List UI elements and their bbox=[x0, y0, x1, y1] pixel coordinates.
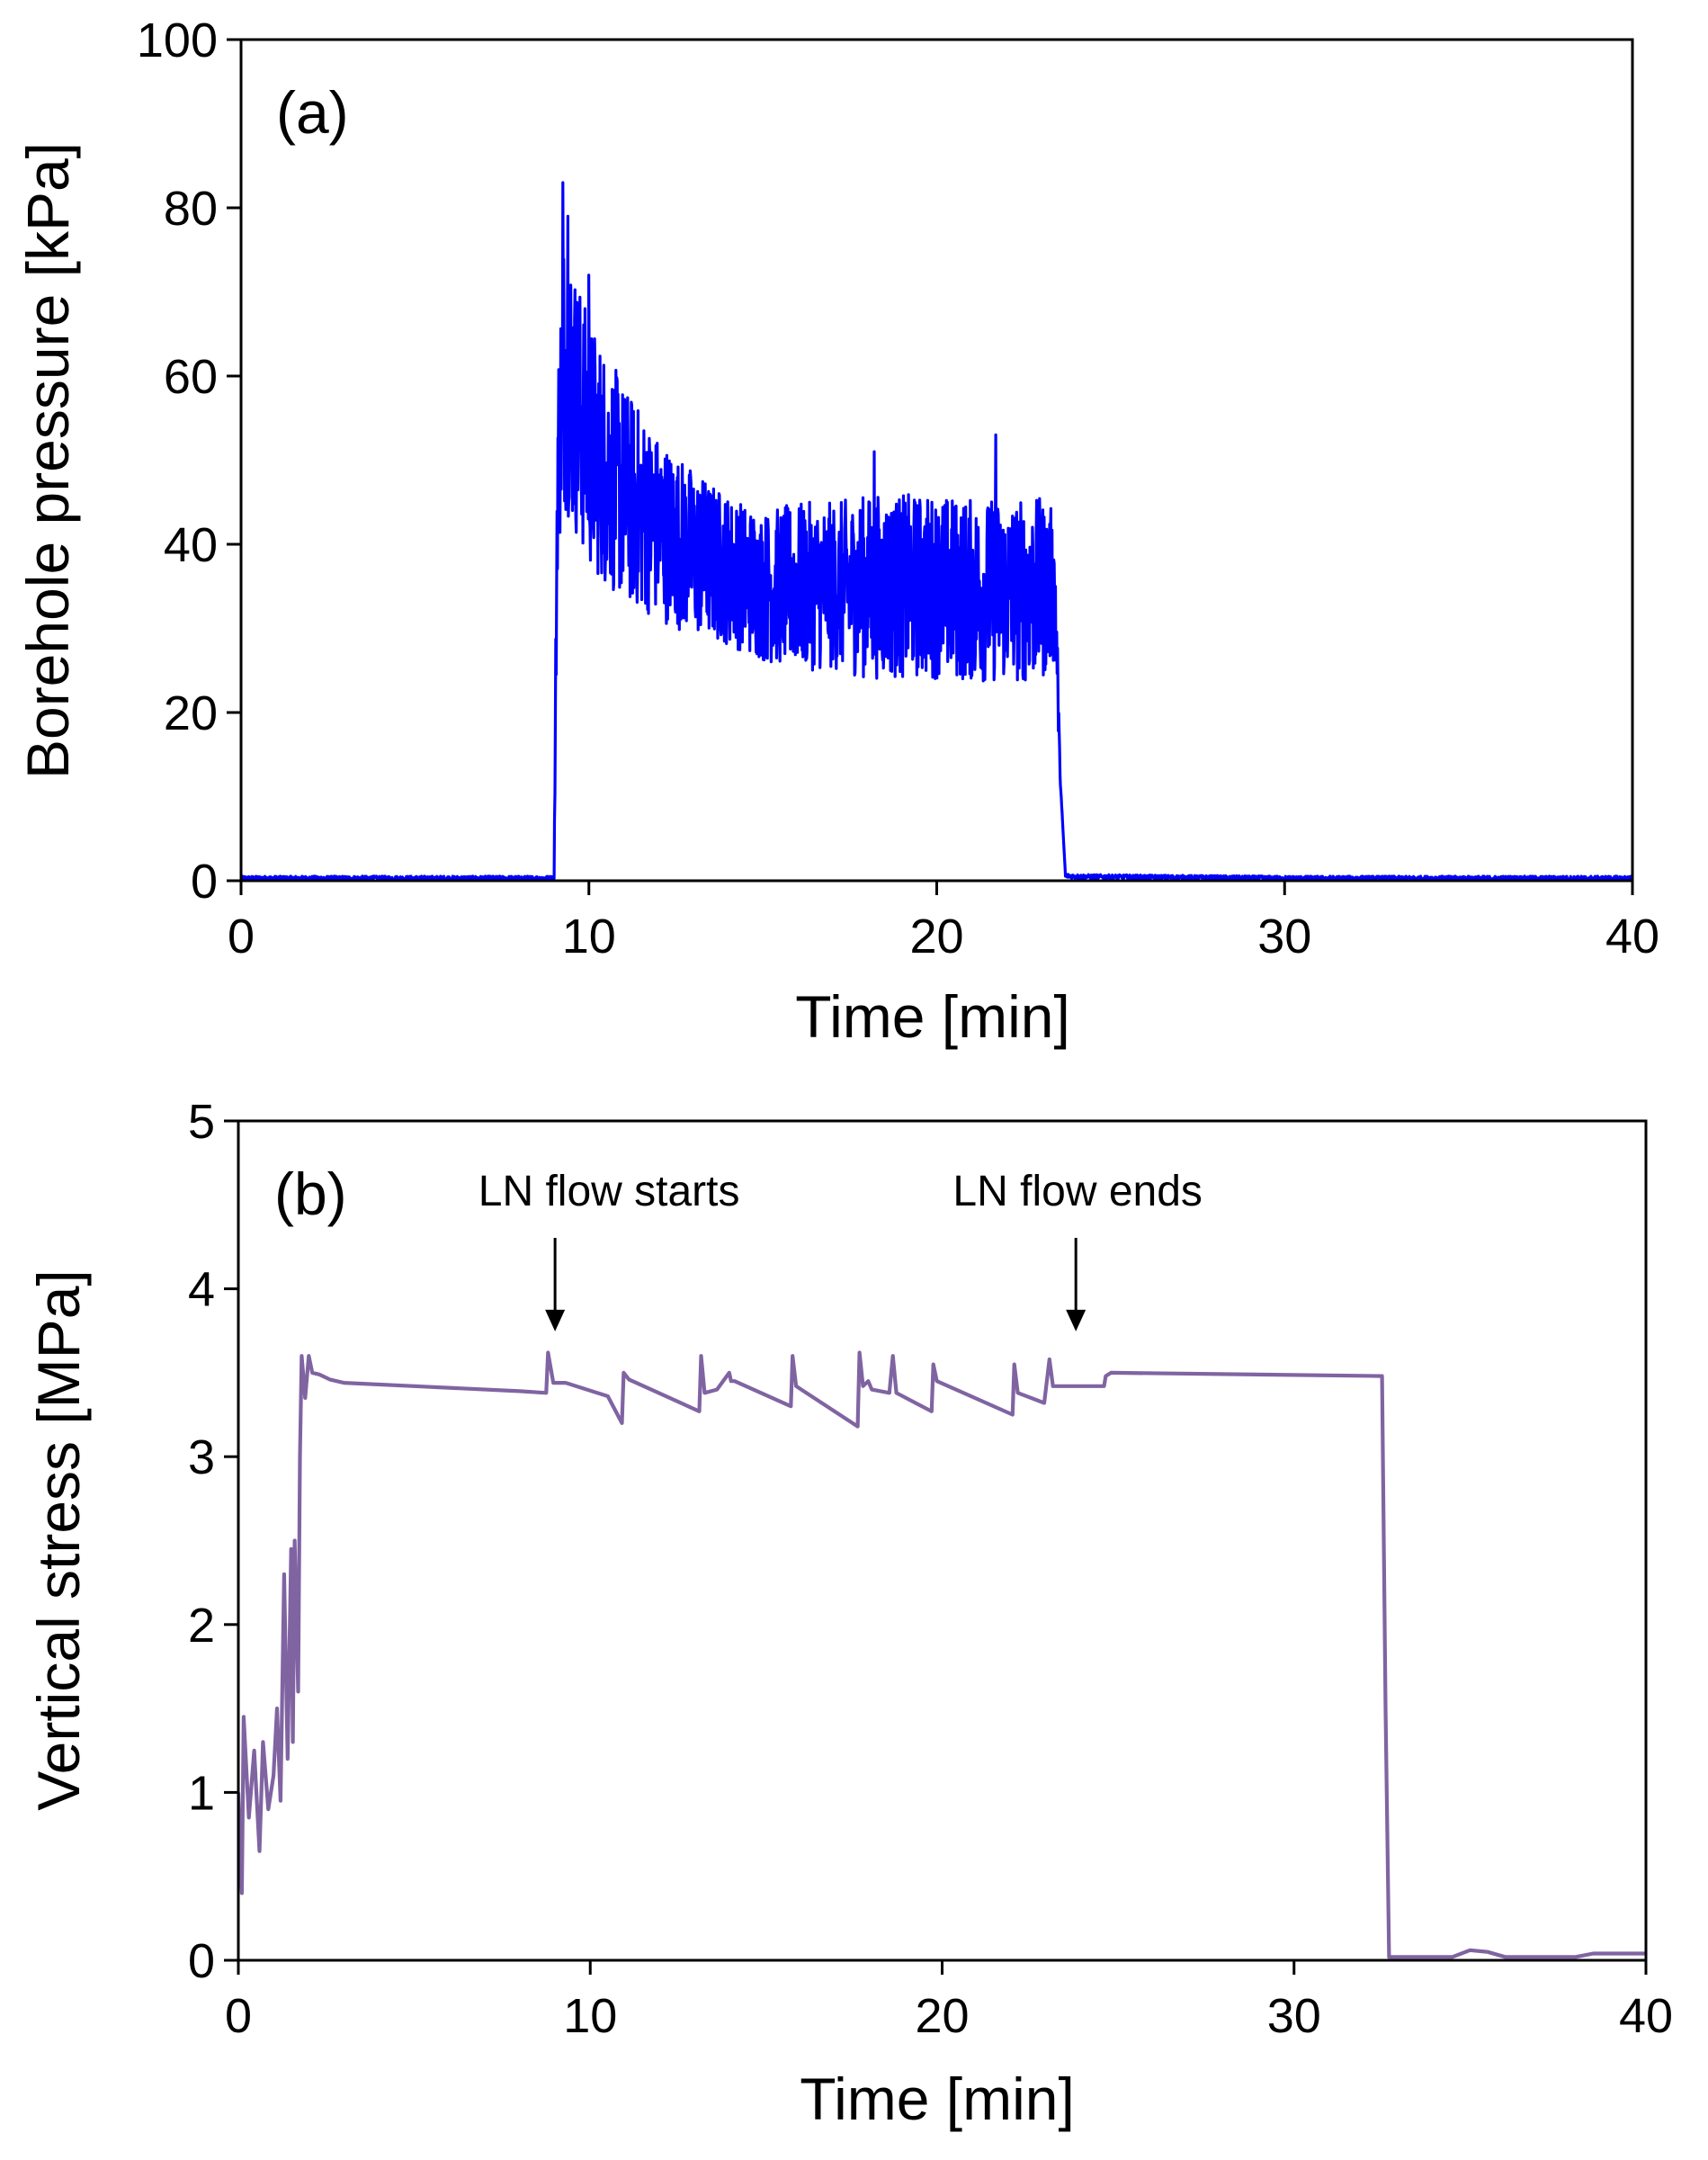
ln-flow-ends-arrow-head-icon bbox=[1066, 1309, 1087, 1331]
x-axis-title-b: Time [min] bbox=[800, 2066, 1075, 2132]
panel-label-b: (b) bbox=[274, 1161, 347, 1227]
x-axis-title-a: Time [min] bbox=[795, 983, 1070, 1050]
plot-frame-b bbox=[237, 1119, 1648, 1962]
plot-frame-a bbox=[239, 38, 1634, 883]
y-tick-label: 1 bbox=[188, 1766, 215, 1820]
panel-b-vertical-stress-chart: 0 1 2 3 4 5 0 10 20 30 40 (b) LN flow starts LN f… bbox=[25, 1095, 1673, 2132]
x-tick-label: 40 bbox=[1605, 910, 1659, 963]
y-tick-label: 0 bbox=[188, 1934, 215, 1988]
x-tick-label: 0 bbox=[228, 910, 255, 963]
x-tick-label: 20 bbox=[915, 1989, 969, 2043]
y-tick-label: 60 bbox=[164, 350, 218, 404]
ln-flow-starts-annotation: LN flow starts bbox=[478, 1168, 740, 1215]
x-axis-ticks-a: 0 10 20 30 40 bbox=[228, 881, 1659, 963]
y-tick-label: 0 bbox=[191, 855, 218, 909]
x-tick-label: 40 bbox=[1619, 1989, 1673, 2043]
x-tick-label: 20 bbox=[909, 910, 963, 963]
y-axis-ticks-b: 0 1 2 3 4 5 bbox=[188, 1095, 238, 1988]
y-tick-label: 40 bbox=[164, 518, 218, 572]
x-tick-label: 30 bbox=[1267, 1989, 1321, 2043]
y-axis-ticks-a: 0 20 40 60 80 100 bbox=[137, 13, 241, 909]
y-tick-label: 80 bbox=[164, 182, 218, 236]
x-tick-label: 10 bbox=[563, 1989, 617, 2043]
ln-flow-starts-arrow-head-icon bbox=[545, 1309, 566, 1331]
x-tick-label: 30 bbox=[1257, 910, 1311, 963]
panel-label-a: (a) bbox=[276, 79, 349, 146]
y-axis-title-a: Borehole pressure [kPa] bbox=[14, 142, 81, 779]
y-tick-label: 20 bbox=[164, 686, 218, 740]
y-axis-title-b: Vertical stress [MPa] bbox=[25, 1269, 92, 1811]
borehole-pressure-series-line bbox=[241, 181, 1632, 883]
y-tick-label: 100 bbox=[137, 13, 218, 67]
vertical-stress-series-line bbox=[238, 1350, 1646, 1959]
y-tick-label: 3 bbox=[188, 1430, 215, 1484]
x-tick-label: 10 bbox=[562, 910, 616, 963]
y-tick-label: 5 bbox=[188, 1095, 215, 1149]
y-tick-label: 4 bbox=[188, 1263, 215, 1317]
x-axis-ticks-b: 0 10 20 30 40 bbox=[225, 1960, 1673, 2043]
panel-a-borehole-pressure-chart: 0 20 40 60 80 100 0 10 20 30 40 (a) Time [min] Bo… bbox=[14, 13, 1659, 1050]
x-tick-label: 0 bbox=[225, 1989, 252, 2043]
ln-flow-ends-annotation: LN flow ends bbox=[952, 1168, 1202, 1215]
y-tick-label: 2 bbox=[188, 1599, 215, 1653]
annotations-b: LN flow starts LN flow ends bbox=[478, 1168, 1203, 1331]
